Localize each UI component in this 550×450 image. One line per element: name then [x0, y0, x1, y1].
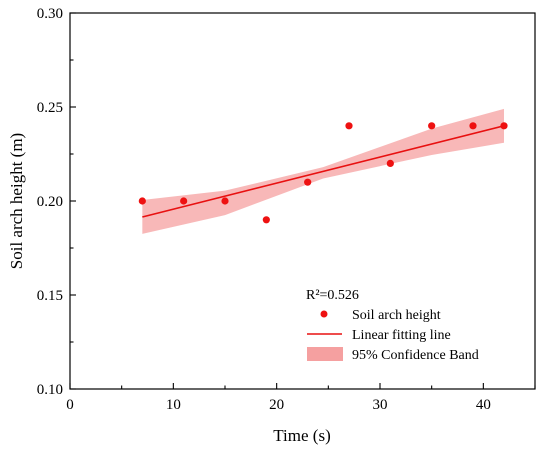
- legend-label-band: 95% Confidence Band: [352, 348, 479, 363]
- data-point: [386, 159, 394, 167]
- x-axis-ticks: 0 10 20 30 40: [66, 383, 536, 413]
- y-axis-ticks: 0.10 0.15 0.20 0.25 0.30: [37, 6, 76, 398]
- legend-band-swatch: [307, 347, 343, 361]
- x-tick-label: 20: [269, 397, 284, 413]
- data-point: [469, 122, 477, 130]
- x-tick-label: 10: [166, 397, 181, 413]
- x-tick-label: 30: [373, 397, 388, 413]
- data-point: [500, 122, 508, 130]
- y-tick-label: 0.30: [37, 6, 63, 22]
- y-axis-title: Soil arch height (m): [7, 133, 26, 269]
- x-tick-label: 0: [66, 397, 74, 413]
- r-squared-label: R²=0.526: [306, 288, 359, 303]
- data-points-layer: [138, 122, 508, 224]
- x-axis-title: Time (s): [273, 426, 330, 445]
- data-point: [428, 122, 436, 130]
- x-tick-label: 40: [476, 397, 491, 413]
- fit-line: [142, 125, 505, 218]
- legend-point-swatch: [320, 310, 328, 318]
- y-tick-label: 0.15: [37, 288, 63, 304]
- data-point: [180, 197, 188, 205]
- data-point: [304, 178, 312, 186]
- legend: R²=0.526 Soil arch height Linear fitting…: [306, 288, 479, 363]
- y-tick-label: 0.20: [37, 194, 63, 210]
- fit-line-layer: [142, 125, 505, 218]
- data-point: [138, 197, 146, 205]
- legend-label-line: Linear fitting line: [352, 328, 451, 343]
- data-point: [262, 216, 270, 224]
- legend-label-points: Soil arch height: [352, 308, 441, 323]
- y-tick-label: 0.25: [37, 100, 63, 116]
- data-point: [345, 122, 353, 130]
- y-tick-label: 0.10: [37, 382, 63, 398]
- data-point: [221, 197, 229, 205]
